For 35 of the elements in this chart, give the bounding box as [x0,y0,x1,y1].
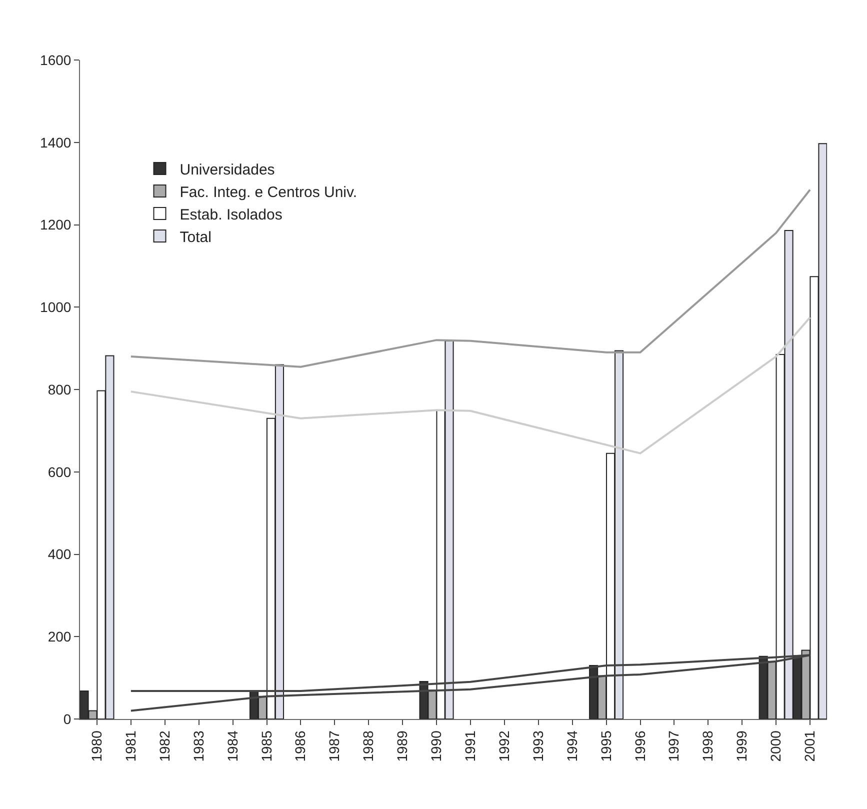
legend-label: Total [180,228,212,246]
x-tick-label: 2000 [768,730,784,762]
x-tick-label: 1996 [632,730,648,762]
y-tick-label: 0 [63,710,72,727]
x-tick-label: 1983 [190,730,206,762]
x-tick-label: 1985 [258,730,274,762]
legend-label: Fac. Integ. e Centros Univ. [180,184,358,201]
y-tick-label: 1600 [40,52,72,68]
y-tick-label: 600 [48,464,72,480]
x-tick-label: 1997 [666,730,682,762]
x-tick-label: 1998 [700,730,716,762]
x-tick-label: 1989 [394,730,410,762]
x-tick-label: 1984 [224,730,240,762]
legend-label: Estab. Isolados [180,206,282,224]
x-tick-label: 1992 [496,730,512,762]
x-tick-label: 1991 [462,730,478,762]
y-tick-label: 1000 [40,299,72,316]
x-tick-label: 1999 [734,730,750,762]
x-tick-label: 1980 [88,730,105,762]
x-tick-label: 1994 [564,730,580,762]
x-tick-label: 1982 [156,730,172,762]
y-tick-label: 1200 [40,216,72,233]
x-tick-label: 1981 [122,730,138,762]
x-tick-label: 1995 [598,730,614,762]
legend-label: Universidades [180,161,275,178]
x-tick-label: 1993 [530,730,546,762]
x-tick-label: 1987 [326,730,342,762]
x-tick-label: 1988 [360,730,376,762]
x-tick-label: 1990 [428,730,444,762]
y-tick-label: 400 [48,546,72,562]
y-tick-label: 800 [48,381,72,398]
x-tick-label: 2001 [802,730,818,762]
y-tick-label: 1400 [40,134,72,150]
x-tick-label: 1986 [292,730,308,762]
y-tick-label: 200 [48,628,72,645]
